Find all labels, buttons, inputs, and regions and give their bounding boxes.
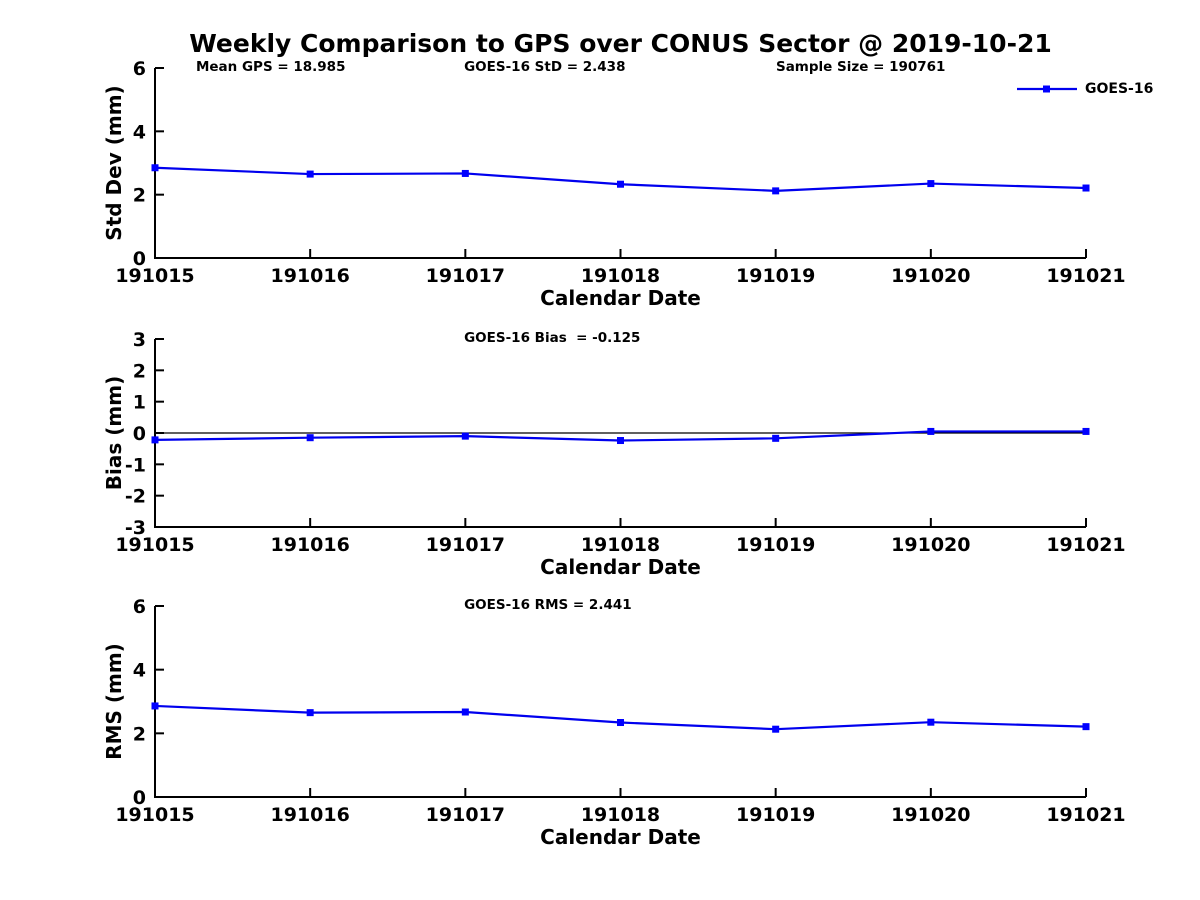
y-tick-label: 4 [133,121,146,143]
x-tick-label: 191021 [1046,804,1125,826]
data-marker [927,427,935,435]
data-marker [617,719,624,727]
data-marker [306,709,314,717]
x-tick-label: 191021 [1046,534,1125,556]
data-marker [927,180,935,188]
y-tick-label: 4 [133,660,146,682]
y-tick-label: 1 [133,392,146,414]
annotation: GOES-16 RMS = 2.441 [464,597,632,613]
data-marker [151,702,159,710]
data-marker [151,164,159,172]
x-tick-label: 191020 [891,265,970,287]
bias-chart: -3 -2 -1 0 1 2 3 191015 191016 191017 191018 191019… [102,329,1126,579]
legend-label: GOES-16 [1085,81,1154,97]
annotation: GOES-16 StD = 2.438 [464,59,625,75]
data-marker [617,180,624,188]
y-tick-label: 2 [133,723,146,745]
y-tick-label: 6 [133,596,146,618]
x-tick-label: 191018 [581,534,660,556]
y-axis-label: RMS (mm) [102,643,126,760]
data-marker [1082,723,1090,731]
y-tick-label: 2 [133,185,146,207]
x-axis-label: Calendar Date [540,555,701,579]
x-tick-label: 191015 [115,804,194,826]
x-tick-label: 191015 [115,265,194,287]
y-axis-label: Bias (mm) [102,376,126,490]
annotation: GOES-16 Bias = -0.125 [464,330,640,346]
figure-title: Weekly Comparison to GPS over CONUS Sect… [189,29,1052,58]
x-tick-label: 191017 [426,265,505,287]
x-tick-label: 191020 [891,534,970,556]
legend-line-icon [1017,85,1077,93]
legend: GOES-16 [1016,81,1153,97]
data-marker [151,436,159,444]
data-marker [772,434,780,442]
stddev-chart: 0 2 4 6 191015 191016 191017 191018 191019 191020… [102,58,1126,310]
x-tick-label: 191016 [271,534,350,556]
y-tick-label: -2 [125,486,146,508]
x-tick-label: 191016 [271,265,350,287]
data-marker [461,432,469,440]
annotation: Mean GPS = 18.985 [196,59,346,75]
data-marker [461,169,469,177]
x-tick-label: 191018 [581,265,660,287]
x-tick-label: 191016 [271,804,350,826]
x-axis-label: Calendar Date [540,825,701,849]
y-tick-label: -1 [125,454,146,476]
x-tick-label: 191019 [736,534,815,556]
x-axis-label: Calendar Date [540,286,701,310]
data-marker [617,437,624,445]
y-tick-label: 2 [133,360,146,382]
x-tick-label: 191015 [115,534,194,556]
data-marker [927,718,935,726]
data-marker [306,434,314,442]
data-marker [461,708,469,716]
y-tick-label: -3 [125,517,146,539]
data-marker [772,187,780,195]
data-marker [772,725,780,733]
y-tick-label: 0 [133,248,146,270]
data-marker [1082,184,1090,192]
x-tick-label: 191019 [736,804,815,826]
y-tick-label: 0 [133,423,146,445]
data-marker [1082,427,1090,435]
x-tick-label: 191019 [736,265,815,287]
y-axis-label: Std Dev (mm) [102,85,126,240]
x-tick-label: 191020 [891,804,970,826]
x-tick-label: 191017 [426,804,505,826]
annotation: Sample Size = 190761 [776,59,945,75]
x-tick-label: 191018 [581,804,660,826]
y-tick-label: 3 [133,329,146,351]
x-tick-label: 191017 [426,534,505,556]
y-tick-label: 6 [133,58,146,80]
x-tick-label: 191021 [1046,265,1125,287]
data-marker [306,170,314,178]
y-tick-label: 0 [133,787,146,809]
rms-chart: 0 2 4 6 191015 191016 191017 191018 191019 191020… [102,596,1126,849]
